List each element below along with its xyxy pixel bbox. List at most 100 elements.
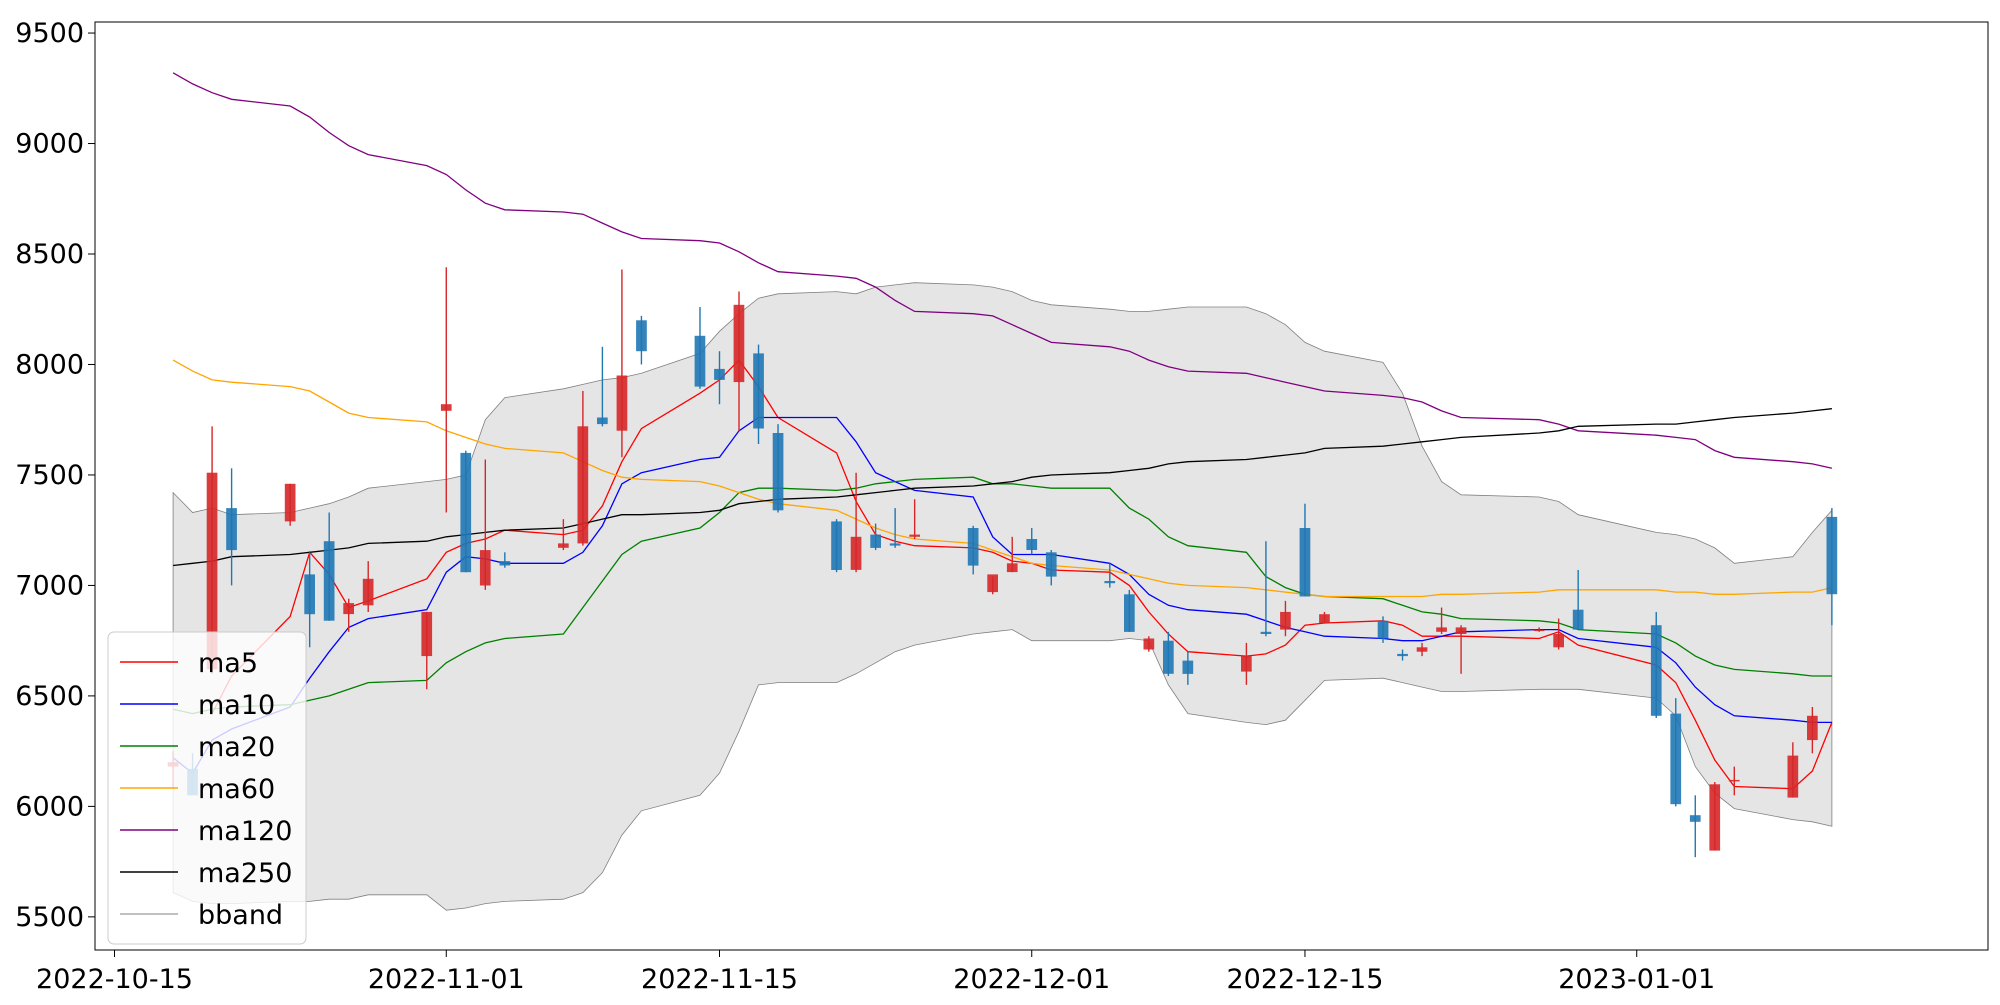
candle-2022-11-02 <box>460 450 472 573</box>
candle-2022-12-12 <box>1241 642 1252 685</box>
candle-2022-11-04 <box>499 552 511 568</box>
candle-2023-01-11 <box>1826 508 1838 626</box>
candle-2022-12-13 <box>1260 541 1272 637</box>
series-line-ma5 <box>211 359 1833 790</box>
candle-2023-01-09 <box>1787 742 1799 798</box>
candle-body <box>850 536 862 570</box>
candle-body <box>753 353 764 429</box>
candle-2022-12-09 <box>1182 651 1194 685</box>
candle-body <box>323 541 335 621</box>
candle-body <box>987 574 998 593</box>
candle-body <box>1026 539 1038 550</box>
legend-label-ma20: ma20 <box>198 732 275 763</box>
y-tick-label: 9000 <box>15 129 84 160</box>
candle-2022-11-21 <box>831 519 842 573</box>
x-tick-label: 2022-10-15 <box>36 964 193 995</box>
candle-2022-11-23 <box>870 523 881 551</box>
candle-2023-01-03 <box>1670 698 1682 807</box>
legend-label-bband: bband <box>198 900 283 931</box>
candle-2022-10-26 <box>323 512 335 621</box>
candle-2022-11-14 <box>694 307 706 389</box>
candle-2022-12-01 <box>1026 527 1038 555</box>
candle-2022-10-24 <box>284 483 296 526</box>
candle-body <box>1572 609 1584 630</box>
candle-2022-12-28 <box>1553 618 1564 650</box>
series-line-ma20 <box>172 476 1832 715</box>
candle-2022-11-24 <box>889 508 901 548</box>
candle-body <box>772 433 784 511</box>
x-tick-label: 2022-12-15 <box>1226 964 1383 995</box>
candle-body <box>284 483 296 522</box>
candle-body <box>1377 620 1389 639</box>
candle-2023-01-02 <box>1650 611 1662 718</box>
candle-body <box>597 417 608 425</box>
y-tick-label: 7500 <box>15 460 84 491</box>
candle-body <box>304 574 315 615</box>
candle-2022-10-28 <box>362 561 374 612</box>
candle-2022-12-05 <box>1104 563 1116 588</box>
candle-2022-12-29 <box>1572 569 1584 630</box>
y-tick-label: 6500 <box>15 681 84 712</box>
legend-label-ma10: ma10 <box>198 690 275 721</box>
candle-body <box>1299 528 1311 597</box>
x-tick-label: 2022-11-01 <box>368 964 525 995</box>
candle-2022-12-14 <box>1280 600 1291 637</box>
candle-body <box>733 304 745 383</box>
candle-2022-12-16 <box>1319 611 1330 623</box>
candle-body <box>909 534 920 537</box>
candle-2022-11-01 <box>440 267 452 513</box>
candle-body <box>1436 627 1447 632</box>
candle-body <box>636 320 647 352</box>
y-tick-label: 8000 <box>15 349 84 380</box>
candle-body <box>1143 638 1155 650</box>
candle-body <box>616 375 628 431</box>
candle-body <box>499 561 511 566</box>
candle-body <box>1397 653 1408 657</box>
candle-body <box>1006 563 1018 573</box>
candle-body <box>1787 755 1799 798</box>
y-tick-label: 8500 <box>15 239 84 270</box>
candle-2023-01-06 <box>1728 766 1740 796</box>
candle-2022-11-11 <box>636 315 647 365</box>
candle-2022-12-21 <box>1416 642 1428 657</box>
candle-body <box>1124 594 1135 632</box>
legend-label-ma5: ma5 <box>198 648 258 679</box>
candle-2022-11-17 <box>753 344 764 445</box>
series-line-ma120 <box>172 72 1833 469</box>
legend: ma5 ma10 ma20 ma60 ma120 ma250 bband <box>107 631 307 945</box>
candle-body <box>1670 713 1682 805</box>
candle-2022-12-22 <box>1436 607 1447 635</box>
x-tick-label: 2022-12-01 <box>953 964 1110 995</box>
candle-body <box>343 603 354 615</box>
candle-body <box>440 404 452 411</box>
candle-2023-01-04 <box>1689 795 1701 858</box>
candle-body <box>206 472 218 670</box>
plot-frame <box>94 21 1989 951</box>
candle-body <box>1104 581 1116 584</box>
legend-box <box>107 631 307 945</box>
candle-2022-11-18 <box>772 424 784 513</box>
axes: 5500 6000 6500 7000 7500 8000 8500 9000 9500 2022… <box>15 18 1989 995</box>
candle-body <box>1045 552 1057 577</box>
candle-2022-10-21 <box>226 468 237 586</box>
candle-body <box>889 543 901 546</box>
candle-2022-11-15 <box>714 351 725 405</box>
candle-2022-11-08 <box>577 390 589 546</box>
candle-body <box>362 578 374 606</box>
series-line-ma60 <box>172 359 1833 598</box>
candle-2022-11-22 <box>850 472 862 573</box>
candle-2022-11-30 <box>1006 536 1018 573</box>
candle-2022-12-27 <box>1533 627 1545 632</box>
candle-2022-11-10 <box>616 269 628 458</box>
legend-label-ma60: ma60 <box>198 774 275 805</box>
candle-2022-11-07 <box>558 519 569 551</box>
candle-body <box>694 335 706 387</box>
x-tick-label: 2023-01-01 <box>1558 964 1715 995</box>
candle-body <box>460 452 472 573</box>
legend-label-ma250: ma250 <box>198 858 292 889</box>
candle-2023-01-05 <box>1709 782 1721 851</box>
candle-2022-12-23 <box>1455 625 1467 674</box>
candle-2022-12-02 <box>1045 550 1057 586</box>
candle-2022-11-16 <box>733 291 745 431</box>
